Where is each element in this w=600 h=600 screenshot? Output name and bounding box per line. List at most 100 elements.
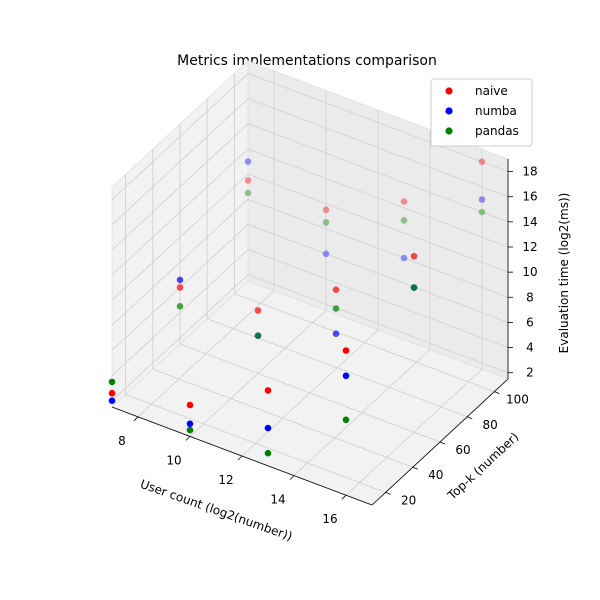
legend-label-naive: naive: [475, 84, 508, 98]
z-grid-left: [111, 98, 249, 226]
y-axis-label: Top-k (number): [444, 430, 521, 503]
legend-marker-naive: [445, 87, 453, 95]
point-naive: [322, 206, 330, 214]
point-pandas: [264, 449, 272, 457]
point-naive: [244, 177, 252, 184]
z-grid-back: [247, 73, 509, 172]
point-pandas: [332, 305, 340, 312]
y-tick-label: 60: [455, 443, 470, 457]
legend: naive numba pandas: [430, 78, 533, 147]
z-grid-left: [111, 148, 249, 276]
y-grid-floor: [207, 318, 468, 418]
x-tick-label: 10: [166, 453, 181, 467]
point-naive: [176, 284, 184, 291]
point-naive: [342, 347, 350, 354]
point-numba: [332, 330, 340, 338]
point-naive: [254, 307, 262, 314]
z-tick-label: 2: [526, 366, 534, 380]
point-numba: [478, 196, 486, 203]
y-tick-label: 40: [428, 468, 443, 482]
point-numba: [400, 254, 408, 262]
z-tick-label: 18: [522, 165, 537, 179]
z-grid-left: [111, 198, 249, 326]
z-tick-label: 10: [522, 265, 537, 279]
point-naive: [478, 158, 486, 166]
z-grid-back: [247, 249, 509, 348]
point-naive: [108, 389, 116, 397]
z-grid-left: [111, 123, 249, 251]
x-tick-label: 8: [118, 434, 126, 448]
z-grid-left: [111, 274, 249, 402]
x-axis-label: User count (log2(number)): [138, 477, 294, 544]
point-naive: [186, 401, 194, 409]
legend-marker-pandas: [445, 127, 453, 135]
x-tick-label: 12: [218, 473, 233, 487]
y-tick-mark: [385, 492, 391, 495]
z-axis-label: Evaluation time (log2(ms)): [557, 193, 571, 354]
point-pandas: [176, 303, 184, 310]
point-numba: [342, 372, 350, 380]
y-grid-floor: [125, 394, 386, 493]
z-tick-label: 6: [526, 315, 534, 329]
z-grid-back: [247, 224, 509, 323]
point-pandas: [244, 189, 252, 197]
x-tick-mark: [185, 436, 191, 441]
point-naive: [264, 387, 272, 394]
z-grid-back: [247, 274, 509, 374]
point-pandas: [108, 378, 116, 386]
point-pandas: [322, 219, 330, 226]
z-tick-label: 4: [526, 341, 534, 355]
point-naive: [410, 252, 418, 260]
y-tick-mark: [494, 391, 500, 394]
point-pandas: [410, 284, 418, 291]
z-tick-label: 12: [522, 240, 537, 254]
legend-label-pandas: pandas: [475, 124, 519, 138]
z-grid-left: [111, 173, 249, 301]
point-naive: [332, 286, 340, 294]
x-tick-mark: [237, 455, 243, 461]
point-numba: [322, 250, 330, 258]
point-pandas: [478, 208, 486, 216]
z-grid-back: [247, 198, 509, 298]
point-pandas: [186, 426, 194, 434]
y-tick-mark: [412, 466, 418, 470]
x-tick-mark: [133, 416, 139, 422]
y-grid-floor: [234, 293, 495, 392]
z-tick-label: 14: [522, 215, 537, 229]
y-tick-mark: [439, 441, 446, 445]
y-grid-floor: [152, 368, 413, 468]
x-tick-label: 14: [270, 493, 285, 507]
x-tick-mark: [341, 494, 347, 500]
point-numba: [244, 158, 252, 165]
legend-label-numba: numba: [475, 104, 517, 118]
point-pandas: [400, 217, 408, 224]
z-tick-label: 16: [522, 190, 537, 204]
y-tick-label: 20: [401, 493, 416, 507]
point-naive: [400, 198, 408, 205]
z-grid-left: [111, 249, 249, 376]
point-numba: [108, 397, 116, 405]
legend-marker-numba: [445, 107, 453, 115]
data-points: [108, 158, 486, 457]
z-grid-back: [247, 148, 509, 248]
x-tick-mark: [289, 475, 295, 480]
y-tick-label: 80: [483, 418, 498, 432]
point-pandas: [342, 416, 350, 424]
z-grid-left: [111, 73, 249, 200]
y-grid-floor: [179, 343, 441, 443]
z-grid-back: [247, 173, 509, 273]
z-grid-back: [247, 123, 509, 223]
point-numba: [186, 420, 194, 428]
point-pandas: [254, 332, 262, 340]
point-numba: [264, 424, 272, 432]
z-grid-back: [247, 98, 509, 198]
chart-title: Metrics implementations comparison: [177, 53, 437, 69]
point-numba: [176, 276, 184, 284]
grid-lines: [111, 70, 509, 496]
x-tick-label: 16: [322, 512, 337, 526]
z-tick-label: 8: [526, 290, 534, 304]
y-tick-label: 100: [506, 393, 529, 407]
tick-labels: 8 10 12 14 16 20 40 60 80 100 2 4 6 8 10 12 14 16 18: [118, 165, 537, 527]
y-tick-mark: [467, 416, 473, 420]
